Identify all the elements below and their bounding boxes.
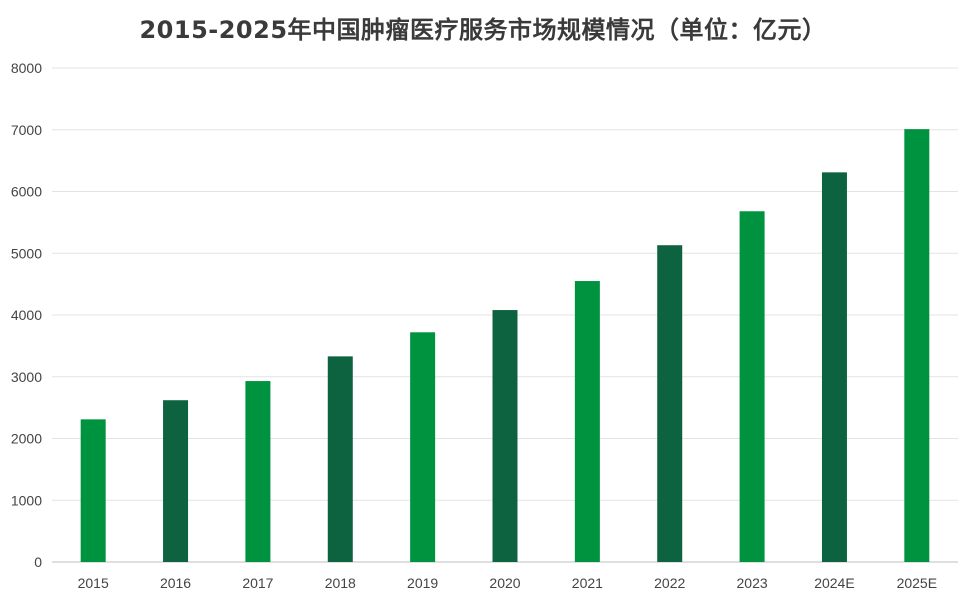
y-tick-label: 6000 [11,184,42,200]
bar-2018 [327,356,353,562]
x-tick-label: 2017 [242,575,273,591]
bar-2015 [80,419,106,562]
x-tick-label: 2019 [407,575,438,591]
y-tick-label: 2000 [11,431,42,447]
bar-2021 [574,281,600,562]
x-tick-label: 2022 [654,575,685,591]
bar-2017 [245,381,271,562]
chart-title: 2015-2025年中国肿瘤医疗服务市场规模情况（单位：亿元） [139,16,827,44]
x-tick-label: 2016 [160,575,191,591]
x-tick-label: 2021 [572,575,603,591]
bar-2020 [492,310,518,562]
x-tick-label: 2020 [489,575,520,591]
y-tick-label: 8000 [11,60,42,76]
y-tick-label: 7000 [11,122,42,138]
y-tick-label: 0 [34,554,42,570]
x-tick-label: 2018 [325,575,356,591]
y-tick-label: 1000 [11,492,42,508]
y-tick-label: 4000 [11,307,42,323]
x-tick-label: 2025E [897,575,937,591]
bar-2022 [657,245,683,562]
bars [80,129,930,563]
bar-2025E [904,129,930,562]
bar-2023 [739,211,765,562]
x-axis: 2015 2016 2017 2018 2019 2020 2021 2022 2023 2024… [78,575,937,591]
y-axis: 0 1000 2000 3000 4000 5000 6000 7000 8000 [11,60,42,570]
y-tick-label: 3000 [11,369,42,385]
x-tick-label: 2023 [737,575,768,591]
bar-2024E [821,172,847,563]
y-tick-label: 5000 [11,245,42,261]
x-tick-label: 2015 [78,575,109,591]
x-tick-label: 2024E [814,575,854,591]
bar-2019 [410,332,436,562]
bar-2016 [163,400,189,562]
